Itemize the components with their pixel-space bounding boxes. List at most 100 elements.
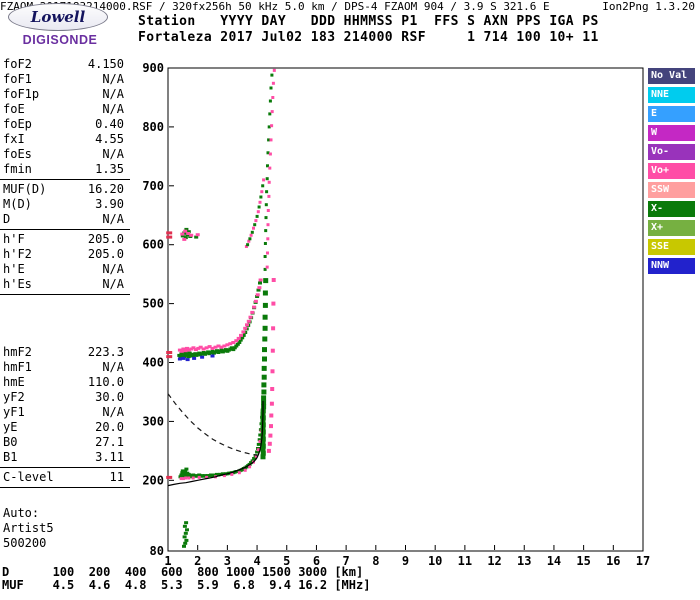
param-row: foF1p N/A: [0, 87, 130, 102]
param-label: yF1: [3, 405, 25, 419]
param-row: hmF1 N/A: [0, 360, 130, 375]
legend-item: X+: [648, 220, 695, 236]
left-edge-markers: [166, 231, 173, 479]
param-value: 0.40: [95, 117, 124, 131]
y-tick-label: 500: [142, 297, 164, 311]
x-tick-label: 6: [313, 554, 320, 568]
f-trace-3hop-rise-x: [244, 178, 266, 248]
param-value: N/A: [102, 360, 124, 374]
x-tick-label: 7: [343, 554, 350, 568]
f-trace-1hop-x: [179, 419, 264, 481]
param-label: 500200: [3, 536, 47, 550]
x-tick-label: 13: [517, 554, 531, 568]
param-row: foE N/A: [0, 102, 130, 117]
foF2-asymptote-o: [260, 278, 269, 460]
plot-border: [167, 67, 644, 552]
param-label: D: [3, 212, 11, 226]
fxI-asymptote-x: [266, 278, 276, 453]
x-tick-label: 16: [606, 554, 620, 568]
lowell-logo-oval: Lowell: [8, 3, 108, 31]
footer-version: Ion2Png 1.3.20: [602, 0, 695, 13]
footer-line: FZAOM_2017183214000.RSF / 320fx256h 50 k…: [0, 0, 695, 13]
param-value: 3.90: [95, 197, 124, 211]
param-label: C-level: [3, 470, 54, 484]
param-label: B0: [3, 435, 18, 449]
param-row: hmF2 223.3: [0, 345, 130, 360]
param-label: yF2: [3, 390, 25, 404]
param-row: fxI 4.55: [0, 132, 130, 147]
y-tick-label: 80: [150, 544, 164, 558]
param-label: yE: [3, 420, 18, 434]
param-value: 3.11: [95, 450, 124, 464]
param-row: MUF(D) 16.20: [0, 182, 130, 197]
param-row: Artist5: [0, 521, 130, 536]
param-value: 223.3: [87, 345, 124, 359]
header-column-titles: Station YYYY DAY DDD HHMMSS P1 FFS S AXN…: [138, 14, 599, 29]
f-trace-3hop-x: [180, 229, 200, 241]
param-row: 500200: [0, 536, 130, 551]
param-row: Auto:: [0, 506, 130, 521]
x-tick-label: 14: [547, 554, 561, 568]
param-label: B1: [3, 450, 18, 464]
x-tick-label: 15: [576, 554, 590, 568]
asymptote-2hop-o: [263, 73, 274, 271]
legend-item: Vo-: [648, 144, 695, 160]
param-value: 110.0: [87, 375, 124, 389]
param-row: B0 27.1: [0, 435, 130, 450]
f-trace-2hop-nnw: [177, 354, 215, 362]
x-tick-label: 11: [458, 554, 472, 568]
x-tick-label: 10: [428, 554, 442, 568]
x-tick-label: 8: [372, 554, 379, 568]
param-value: 30.0: [95, 390, 124, 404]
param-value: 205.0: [87, 232, 124, 246]
parameter-panel: foF2 4.150 foF1 N/A foF1p N/A foE N/A foEp 0.40 fx…: [0, 57, 130, 551]
f-trace-2hop-x: [177, 278, 263, 353]
param-label: foE: [3, 102, 25, 116]
param-label: h'Es: [3, 277, 32, 291]
param-label: h'F2: [3, 247, 32, 261]
param-row: C-level 11: [0, 470, 130, 485]
x-tick-label: 12: [487, 554, 501, 568]
param-row: h'F 205.0: [0, 232, 130, 247]
x-tick-label: 5: [283, 554, 290, 568]
param-value: 4.150: [87, 57, 124, 71]
x-tick-label: 17: [636, 554, 650, 568]
param-row: M(D) 3.90: [0, 197, 130, 212]
param-label: hmF2: [3, 345, 32, 359]
model-dashed-curve: [167, 393, 260, 457]
artist-fitted-trace: [167, 400, 264, 487]
param-label: fxI: [3, 132, 25, 146]
param-value: 205.0: [87, 247, 124, 261]
x-tick-label: 4: [253, 554, 260, 568]
legend-item: No Val: [648, 68, 695, 84]
asymptote-2hop-x: [265, 68, 276, 269]
param-row: yF2 30.0: [0, 390, 130, 405]
param-value: 11: [109, 470, 124, 484]
param-label: hmF1: [3, 360, 32, 374]
y-tick-label: 300: [142, 414, 164, 428]
param-label: foF1p: [3, 87, 40, 101]
param-value: N/A: [102, 72, 124, 86]
param-row: h'Es N/A: [0, 277, 130, 292]
footer-file-info: FZAOM_2017183214000.RSF / 320fx256h 50 k…: [0, 0, 550, 13]
param-row: yF1 N/A: [0, 405, 130, 420]
param-row: D N/A: [0, 212, 130, 227]
param-label: fmin: [3, 162, 32, 176]
legend-item: W: [648, 125, 695, 141]
param-value: 27.1: [95, 435, 124, 449]
y-tick-label: 600: [142, 238, 164, 252]
param-value: 4.55: [95, 132, 124, 146]
legend-item: X-: [648, 201, 695, 217]
legend-item: SSW: [648, 182, 695, 198]
d-scale-row: D 100 200 400 600 800 1000 1500 3000 [km…: [2, 565, 364, 579]
param-row: yE 20.0: [0, 420, 130, 435]
legend-item: Vo+: [648, 163, 695, 179]
param-row: B1 3.11: [0, 450, 130, 465]
legend-item: NNE: [648, 87, 695, 103]
param-label: Artist5: [3, 521, 54, 535]
param-value: 1.35: [95, 162, 124, 176]
f-trace-2hop-o: [177, 281, 262, 359]
param-value: N/A: [102, 277, 124, 291]
